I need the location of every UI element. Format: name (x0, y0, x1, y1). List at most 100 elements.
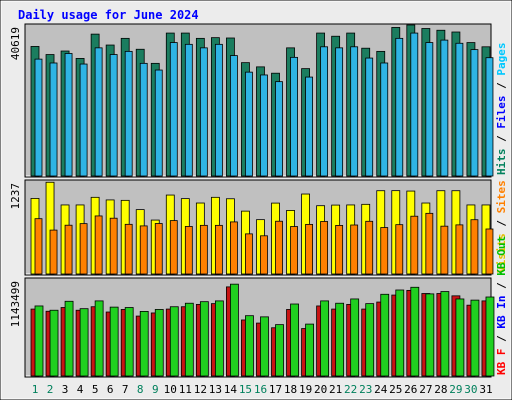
bar-kbytes-kb-out-day-29 (455, 298, 465, 377)
x-tick-day-11: 11 (179, 383, 192, 396)
x-tick-day-20: 20 (314, 383, 327, 396)
bar-kbytes-kb-out-day-9 (154, 309, 164, 377)
bar-hits-files-day-20 (320, 46, 329, 177)
panel-sites-ymax-label: 1237 (9, 183, 22, 210)
bar-hits-files-day-10 (169, 42, 178, 177)
panel-hits-legend: Hits / Files / Pages (495, 43, 508, 176)
x-tick-day-21: 21 (329, 383, 342, 396)
x-tick-day-12: 12 (194, 383, 207, 396)
bar-hits-files-day-27 (425, 42, 434, 177)
bar-hits-files-day-11 (184, 43, 193, 177)
bar-sites-sites-day-9 (154, 223, 163, 275)
panel-kbytes-legend: KB F / KB In / KB Out (495, 236, 508, 375)
bar-sites-sites-day-11 (184, 226, 193, 275)
x-tick-day-19: 19 (299, 383, 312, 396)
bar-sites-sites-day-3 (64, 224, 73, 275)
panel-kbytes: 1143499 KB F / KB In / KB Out (9, 236, 508, 378)
bar-kbytes-kb-out-day-3 (64, 300, 74, 377)
panel-hits: 40619 Hits / Files / Pages (9, 23, 508, 178)
bar-kbytes-kb-out-day-21 (335, 302, 345, 377)
bar-hits-files-day-21 (335, 47, 344, 177)
x-tick-day-24: 24 (374, 383, 388, 396)
x-tick-day-4: 4 (77, 383, 84, 396)
x-tick-day-13: 13 (209, 383, 222, 396)
x-tick-day-10: 10 (164, 383, 177, 396)
bar-sites-sites-day-21 (335, 225, 344, 275)
bar-kbytes-kb-out-day-4 (79, 308, 89, 377)
x-tick-day-22: 22 (344, 383, 357, 396)
bar-kbytes-kb-out-day-12 (199, 301, 209, 377)
bar-kbytes-kb-out-day-27 (425, 293, 435, 377)
bar-hits-files-day-7 (124, 50, 133, 177)
panel-kbytes-legend-part-0: KB F (495, 349, 508, 376)
panel-hits-legend-part-4: Pages (495, 43, 508, 76)
bar-sites-sites-day-8 (139, 225, 148, 275)
bar-hits-files-day-2 (49, 62, 58, 177)
bar-kbytes-kb-out-day-22 (350, 298, 360, 377)
panel-sites-legend-part-2: Sites (495, 180, 508, 213)
bar-hits-files-day-31 (485, 57, 494, 177)
bar-hits-files-day-14 (230, 55, 238, 177)
x-tick-day-28: 28 (434, 383, 447, 396)
panel-sites-legend-part-0: Visits (495, 233, 508, 273)
x-tick-day-16: 16 (254, 383, 267, 396)
x-tick-day-2: 2 (47, 383, 54, 396)
bar-sites-sites-day-24 (380, 227, 389, 275)
x-tick-day-7: 7 (122, 383, 129, 396)
x-tick-day-3: 3 (62, 383, 69, 396)
bar-kbytes-kb-out-day-13 (214, 300, 224, 377)
x-tick-day-26: 26 (404, 383, 417, 396)
bar-sites-sites-day-1 (34, 218, 43, 275)
bar-sites-sites-day-29 (455, 224, 464, 275)
bar-sites-sites-day-2 (49, 229, 58, 275)
bar-hits-files-day-18 (290, 56, 298, 177)
bar-kbytes-kb-out-day-24 (380, 293, 390, 377)
bar-kbytes-kb-out-day-7 (124, 307, 134, 377)
x-tick-day-15: 15 (239, 383, 252, 396)
panel-hits-ymax-label: 40619 (9, 27, 22, 60)
bar-kbytes-kb-out-day-15 (245, 315, 254, 377)
bar-sites-sites-day-25 (395, 224, 404, 275)
panel-kbytes-legend-part-2: KB In (495, 296, 508, 329)
x-tick-day-29: 29 (449, 383, 462, 396)
x-tick-day-5: 5 (92, 383, 99, 396)
bar-kbytes-kb-out-day-14 (230, 283, 239, 377)
bar-sites-sites-day-19 (305, 223, 313, 275)
x-tick-day-31: 31 (479, 383, 492, 396)
bar-sites-sites-day-5 (94, 215, 103, 275)
bar-kbytes-kb-out-day-20 (320, 300, 330, 377)
bar-kbytes-kb-out-day-17 (275, 324, 284, 377)
bar-sites-sites-day-23 (365, 220, 374, 275)
panel-hits-legend-part-0: Hits (495, 149, 508, 176)
bar-sites-sites-day-12 (199, 224, 208, 275)
bar-kbytes-kb-out-day-6 (109, 306, 119, 377)
bar-hits-files-day-15 (245, 71, 253, 177)
bar-sites-sites-day-6 (109, 217, 118, 275)
bar-sites-sites-day-22 (350, 224, 359, 275)
bar-kbytes-kb-out-day-28 (440, 291, 450, 377)
bar-kbytes-kb-out-day-2 (49, 309, 59, 377)
bar-sites-sites-day-31 (485, 228, 494, 275)
bar-sites-sites-day-27 (425, 212, 434, 275)
x-tick-day-8: 8 (137, 383, 144, 396)
bar-sites-sites-day-7 (124, 223, 133, 275)
bar-hits-files-day-8 (139, 62, 148, 177)
bar-hits-files-day-16 (260, 74, 268, 177)
x-tick-day-30: 30 (464, 383, 477, 396)
bar-hits-files-day-25 (395, 37, 404, 177)
bar-hits-files-day-19 (305, 76, 313, 177)
bar-sites-sites-day-16 (260, 235, 268, 275)
bar-sites-sites-day-30 (470, 219, 479, 275)
bar-hits-files-day-28 (440, 39, 449, 177)
bar-sites-sites-day-4 (79, 223, 88, 275)
bar-hits-files-day-17 (275, 81, 283, 177)
bar-kbytes-kb-out-day-5 (94, 300, 104, 377)
bar-kbytes-kb-out-day-11 (184, 302, 194, 377)
bar-kbytes-kb-out-day-26 (410, 286, 420, 377)
panel-kbytes-legend-part-4: KB Out (495, 236, 508, 276)
panel-kbytes-legend-part-1: / (495, 329, 508, 349)
bar-hits-files-day-23 (365, 57, 374, 177)
bar-kbytes-kb-out-day-19 (305, 323, 314, 377)
bar-kbytes-kb-out-day-16 (260, 316, 269, 377)
